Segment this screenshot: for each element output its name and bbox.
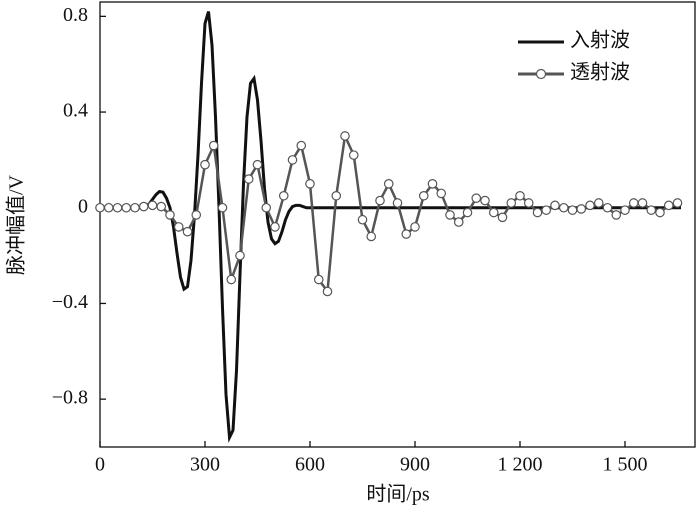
x-tick-label: 0 — [95, 454, 105, 476]
series-marker — [322, 286, 333, 297]
series-marker — [173, 222, 184, 232]
series-marker — [532, 207, 543, 218]
series-marker — [663, 200, 674, 211]
series-marker — [217, 202, 228, 213]
legend-marker — [535, 68, 547, 80]
series-marker — [453, 217, 464, 227]
series-marker — [541, 205, 552, 215]
x-tick-label: 1 500 — [603, 454, 648, 476]
series-marker — [576, 204, 587, 214]
series-marker — [383, 179, 394, 189]
series-marker — [348, 150, 359, 160]
series-marker — [488, 207, 499, 218]
series-marker — [130, 202, 140, 213]
series-marker — [208, 140, 219, 151]
series-marker — [523, 198, 534, 208]
y-tick-label: 0 — [78, 195, 88, 217]
series-marker — [567, 205, 578, 215]
series-marker — [471, 193, 482, 203]
series-marker — [252, 159, 263, 170]
series-marker — [156, 201, 167, 212]
series-marker — [462, 207, 473, 218]
series-marker — [550, 200, 560, 211]
series-marker — [331, 190, 342, 201]
series-marker — [147, 200, 158, 211]
y-axis-label: 脉冲幅值/V — [5, 174, 28, 275]
series-marker — [392, 198, 403, 208]
series-marker — [296, 140, 307, 151]
series-marker — [646, 205, 657, 215]
x-tick-label: 300 — [190, 454, 220, 476]
series-marker — [313, 274, 324, 285]
series-marker — [410, 222, 420, 232]
series-marker — [418, 190, 429, 201]
x-tick-label: 900 — [400, 454, 430, 476]
series-marker — [270, 222, 280, 232]
y-tick-label: 0.8 — [63, 4, 88, 26]
series-marker — [585, 200, 595, 211]
series-marker — [243, 174, 254, 184]
series-marker — [278, 190, 289, 201]
series-marker — [427, 179, 438, 189]
series-marker — [445, 210, 455, 220]
series-marker — [305, 179, 315, 189]
series-line — [100, 11, 681, 444]
series-marker — [340, 131, 350, 141]
series-marker — [121, 202, 132, 213]
series-marker — [672, 198, 683, 208]
legend-label: 透射波 — [570, 61, 630, 84]
series-marker — [103, 202, 114, 213]
x-axis-label: 时间/ps — [366, 483, 430, 506]
series-marker — [191, 210, 202, 220]
y-tick-label: −0.4 — [52, 291, 88, 313]
series-marker — [620, 205, 630, 215]
series-marker — [261, 202, 272, 213]
series-marker — [112, 202, 123, 213]
series-marker — [235, 250, 245, 261]
series-marker — [515, 190, 525, 201]
series-marker — [287, 155, 298, 165]
series-marker — [138, 201, 149, 212]
series-marker — [182, 226, 193, 237]
plot-frame — [99, 1, 696, 448]
series-marker — [611, 210, 622, 220]
series-marker — [95, 202, 105, 213]
series-marker — [593, 198, 604, 208]
x-tick-label: 600 — [295, 454, 325, 476]
series-marker — [655, 207, 665, 218]
series-marker — [628, 198, 639, 208]
series-marker — [366, 231, 377, 242]
series-marker — [226, 274, 237, 285]
series-marker — [602, 202, 613, 213]
x-tick-label: 1 200 — [498, 454, 543, 476]
legend-label: 入射波 — [570, 29, 630, 52]
series-marker — [558, 202, 569, 213]
series-marker — [375, 195, 385, 206]
series-marker — [506, 198, 517, 208]
series-marker — [637, 198, 648, 208]
series-marker — [436, 188, 447, 199]
series-marker — [401, 229, 412, 239]
y-tick-label: −0.8 — [52, 387, 88, 409]
series-marker — [497, 212, 508, 223]
y-tick-label: 0.4 — [63, 100, 88, 122]
series-marker — [165, 210, 175, 220]
series-line — [100, 131, 678, 295]
series-marker — [357, 214, 368, 225]
series-marker — [200, 159, 210, 170]
series-marker — [480, 195, 490, 206]
